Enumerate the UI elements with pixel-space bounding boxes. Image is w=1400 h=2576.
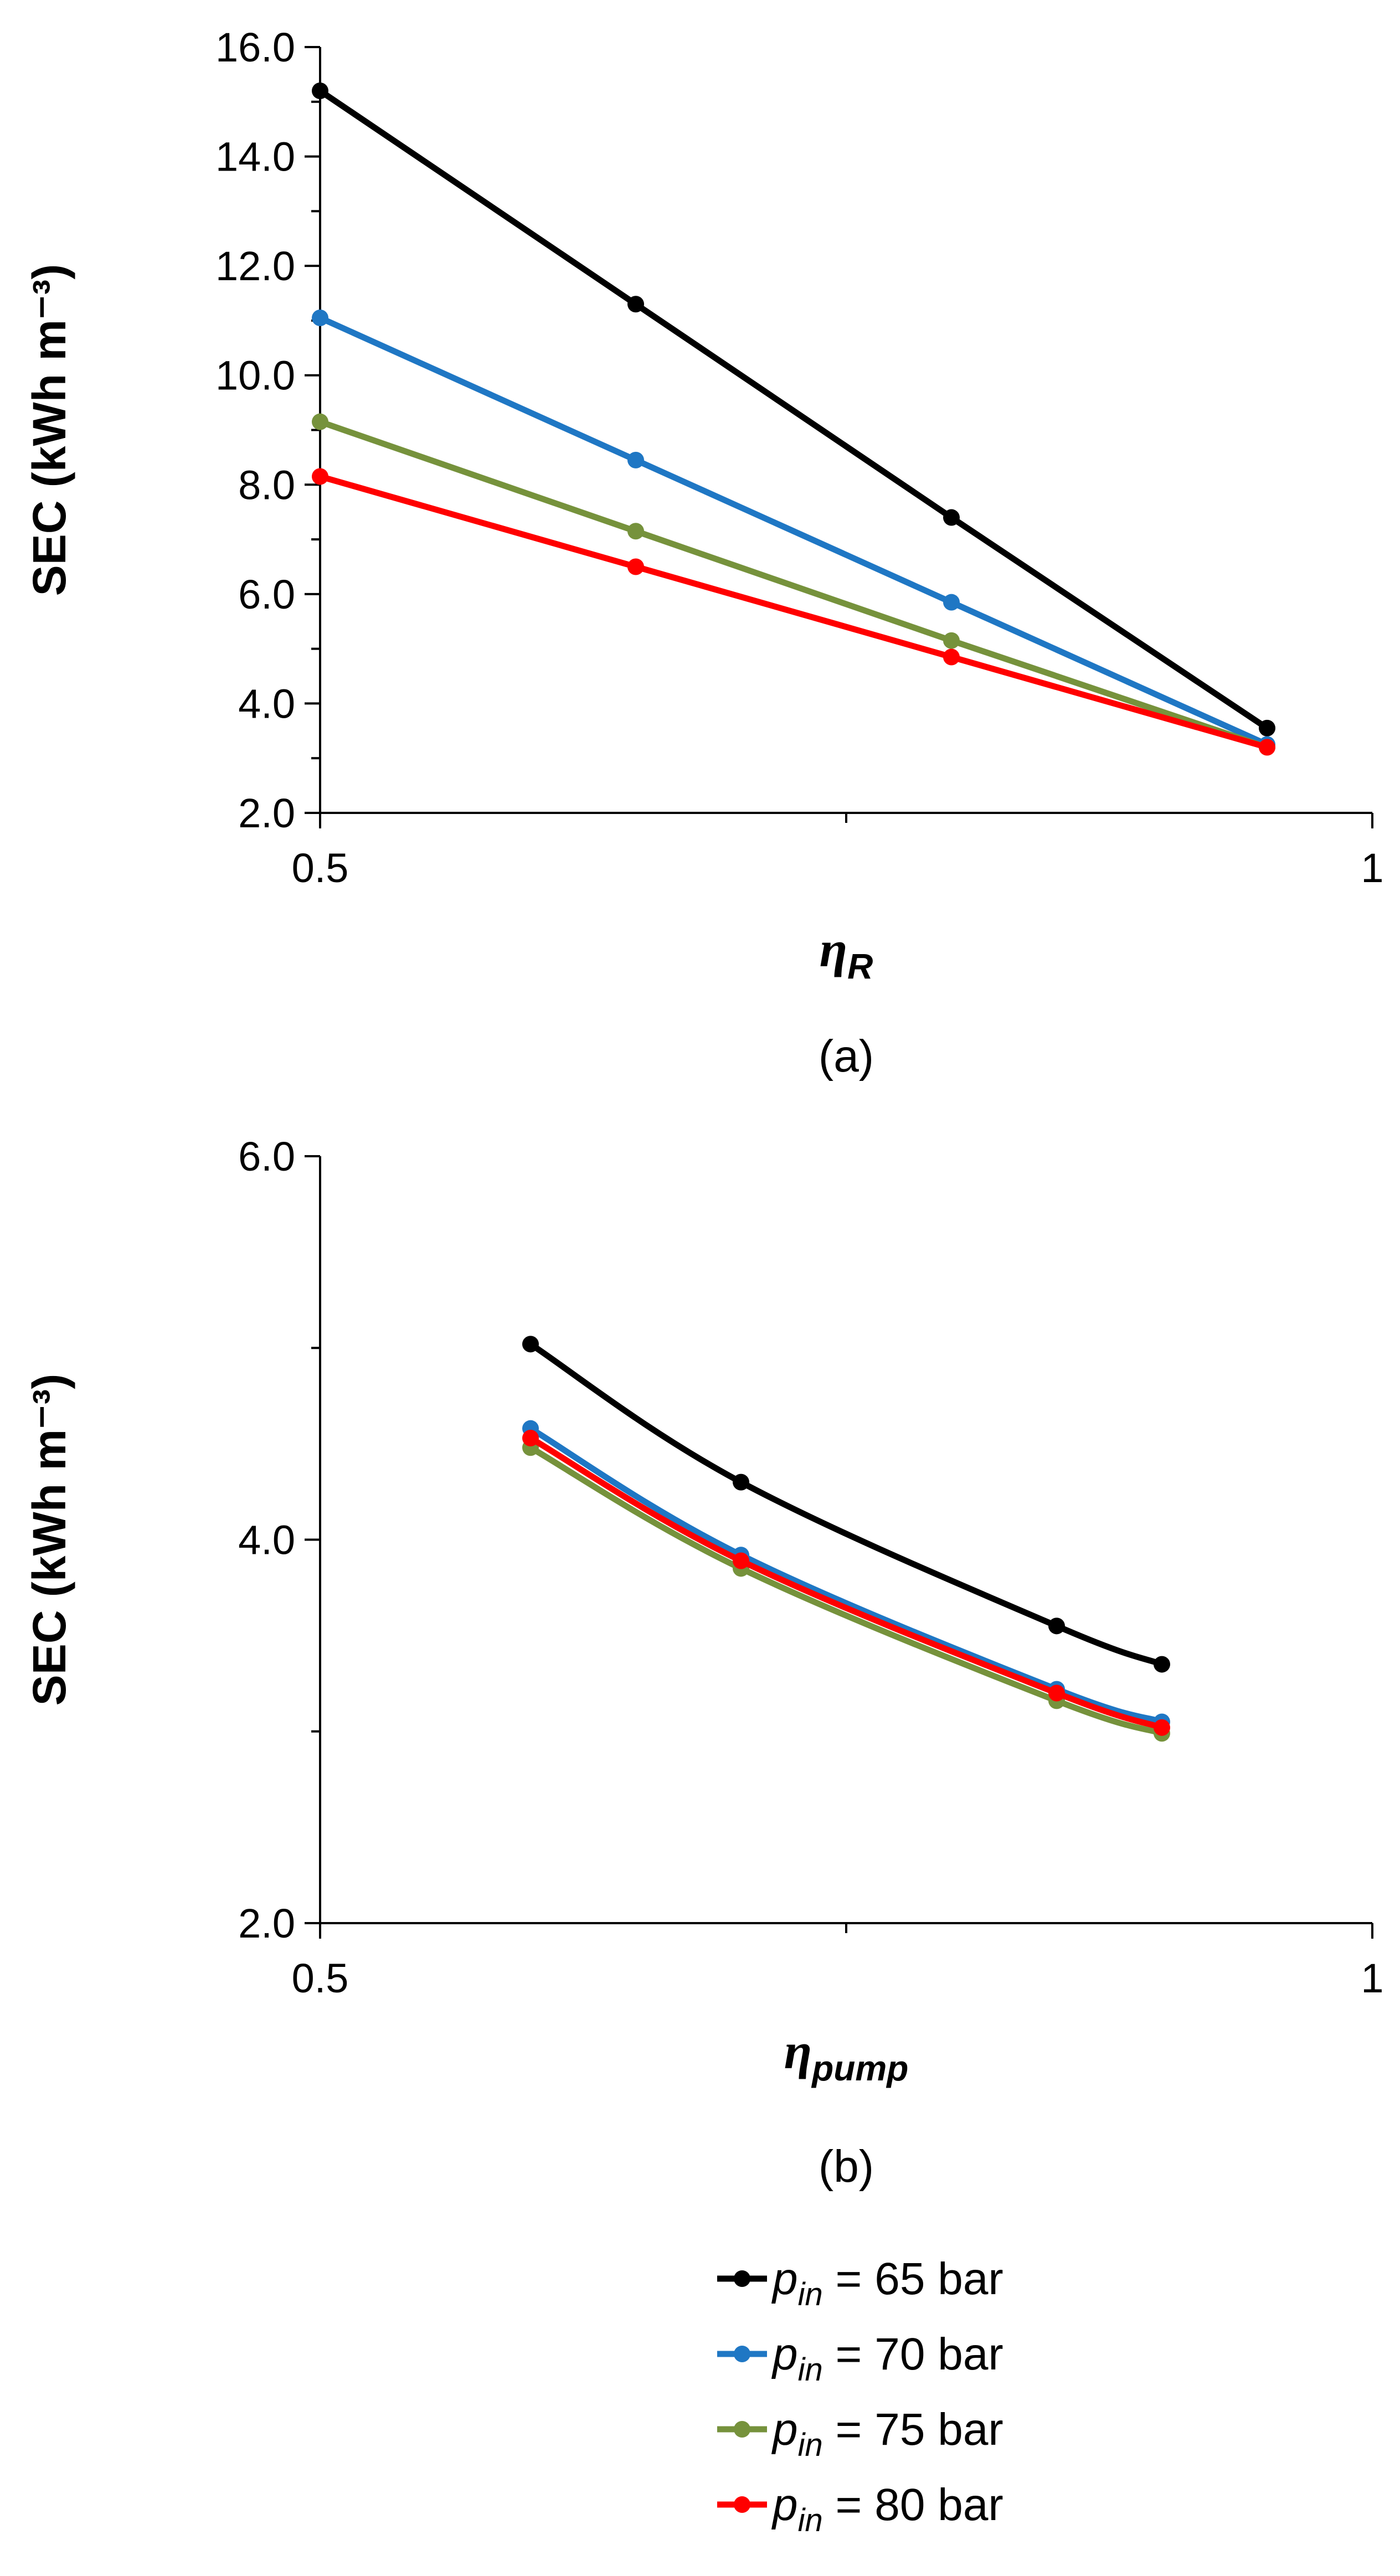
data-point <box>627 452 644 468</box>
series-1 <box>312 83 1275 736</box>
figure: 2.04.06.08.010.012.014.016.00.5 1SEC (kWh… <box>0 0 1400 2576</box>
y-tick-label: 6.0 <box>238 571 295 617</box>
y-axis-label: SEC (kWh m⁻³) <box>23 264 75 596</box>
series-4 <box>522 1430 1170 1736</box>
data-point <box>627 296 644 312</box>
data-point <box>522 1430 539 1446</box>
y-tick-label: 8.0 <box>238 462 295 508</box>
data-point <box>1154 1656 1170 1673</box>
data-point <box>312 414 328 430</box>
data-point <box>1259 720 1275 736</box>
x-tick-label: 1 <box>1361 845 1383 891</box>
data-point <box>943 648 960 665</box>
data-point <box>1259 739 1275 755</box>
y-tick-label: 4.0 <box>238 681 295 727</box>
panel-a: 2.0 4.0 6.0 8.0 10.0 12.0 14.0 16.0 0.5 1 SEC (kWh… <box>23 24 1384 1081</box>
x-axis-label: ηpump <box>784 2023 909 2088</box>
legend-marker <box>734 2270 750 2287</box>
data-point <box>943 509 960 526</box>
y-tick-label: 14.0 <box>215 134 295 180</box>
legend-label: pin = 70 bar <box>771 2329 1003 2388</box>
data-point <box>733 1474 749 1491</box>
data-point <box>522 1336 539 1352</box>
series-3 <box>312 414 1275 756</box>
series-2 <box>312 310 1275 753</box>
legend: pin = 65 bar pin = 70 bar pin = 75 bar pin … <box>717 2254 1003 2538</box>
series-line <box>531 1429 1162 1722</box>
y-tick-label: 16.0 <box>215 24 295 70</box>
series-4 <box>312 468 1275 755</box>
series-line <box>320 91 1267 728</box>
data-point <box>943 632 960 649</box>
data-point <box>312 310 328 326</box>
series-2 <box>522 1420 1170 1730</box>
series-line <box>320 476 1267 747</box>
legend-label: pin = 80 bar <box>771 2480 1003 2538</box>
legend-entry: pin = 80 bar <box>717 2480 1003 2538</box>
legend-entry: pin = 75 bar <box>717 2404 1003 2463</box>
y-tick-label: 10.0 <box>215 353 295 399</box>
series-line <box>320 318 1267 745</box>
x-tick-label: 0.5 <box>292 845 349 891</box>
data-point <box>627 558 644 575</box>
legend-marker <box>734 2496 750 2513</box>
y-tick-label: 2.0 <box>238 790 295 836</box>
data-point <box>312 468 328 485</box>
legend-marker <box>734 2421 750 2438</box>
data-point <box>1048 1617 1065 1634</box>
panel-caption: (b) <box>819 2141 874 2192</box>
x-tick-label: 0.5 <box>292 1955 349 2001</box>
y-axis-label: SEC (kWh m⁻³) <box>23 1374 75 1706</box>
panel-b: 2.0 4.0 6.0 0.5 1 SEC (kWh m⁻³) ηpump (b) <box>23 1134 1384 2192</box>
series-line <box>531 1438 1162 1728</box>
legend-marker <box>734 2346 750 2362</box>
panel-caption: (a) <box>819 1031 874 1081</box>
y-tick-label: 2.0 <box>238 1900 295 1946</box>
x-tick-label: 1 <box>1361 1955 1383 2001</box>
data-point <box>1154 1719 1170 1736</box>
legend-label: pin = 65 bar <box>771 2254 1003 2312</box>
series-line <box>320 422 1267 748</box>
data-point <box>627 523 644 539</box>
legend-label: pin = 75 bar <box>771 2404 1003 2463</box>
data-point <box>1048 1685 1065 1702</box>
y-tick-label: 4.0 <box>238 1517 295 1563</box>
data-point <box>312 83 328 99</box>
x-axis-label: ηR <box>820 921 873 986</box>
y-tick-label: 6.0 <box>238 1134 295 1179</box>
data-point <box>943 594 960 611</box>
y-tick-label: 12.0 <box>215 243 295 289</box>
data-point <box>733 1553 749 1569</box>
legend-entry: pin = 65 bar <box>717 2254 1003 2312</box>
legend-entry: pin = 70 bar <box>717 2329 1003 2388</box>
